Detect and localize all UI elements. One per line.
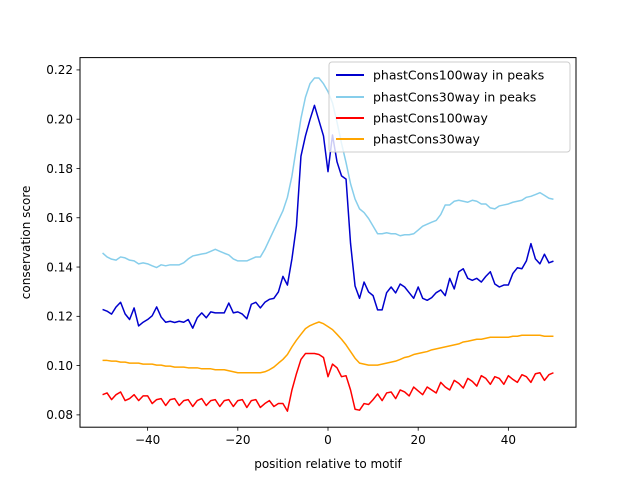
y-tick-label-7: 0.22 [46, 63, 73, 77]
legend-label-2: phastCons100way [373, 111, 488, 126]
y-tick-label-4: 0.16 [46, 211, 73, 225]
series-line-2 [102, 352, 554, 412]
y-axis: 0.08 0.10 0.12 0.14 0.16 0.18 0.20 0.22 [46, 63, 80, 422]
legend-label-1: phastCons30way in peaks [373, 90, 536, 105]
x-tick-label-3: 20 [411, 433, 426, 447]
y-axis-label: conservation score [19, 186, 33, 300]
legend-entry-3: phastCons30way [336, 132, 481, 147]
x-tick-label-0: −40 [135, 433, 160, 447]
series-line-1 [102, 77, 554, 269]
legend-label-0: phastCons100way in peaks [373, 68, 544, 83]
y-tick-label-6: 0.20 [46, 113, 73, 127]
legend: phastCons100way in peaks phastCons30way … [328, 61, 571, 153]
x-axis: −40 −20 0 20 40 [135, 427, 516, 447]
x-tick-label-4: 40 [501, 433, 516, 447]
legend-label-3: phastCons30way [373, 132, 481, 147]
legend-box [328, 61, 571, 153]
y-tick-label-0: 0.08 [46, 408, 73, 422]
series-line-3 [102, 321, 554, 374]
legend-entry-0: phastCons100way in peaks [336, 68, 544, 83]
legend-entry-1: phastCons30way in peaks [336, 90, 536, 105]
x-axis-label: position relative to motif [254, 457, 402, 471]
y-tick-label-1: 0.10 [46, 359, 73, 373]
series-line-0 [102, 104, 554, 329]
y-tick-label-3: 0.14 [46, 260, 73, 274]
series-layer [102, 77, 554, 412]
x-tick-label-1: −20 [225, 433, 250, 447]
legend-entry-2: phastCons100way [336, 111, 488, 126]
y-tick-label-5: 0.18 [46, 162, 73, 176]
y-tick-label-2: 0.12 [46, 310, 73, 324]
x-tick-label-2: 0 [324, 433, 332, 447]
